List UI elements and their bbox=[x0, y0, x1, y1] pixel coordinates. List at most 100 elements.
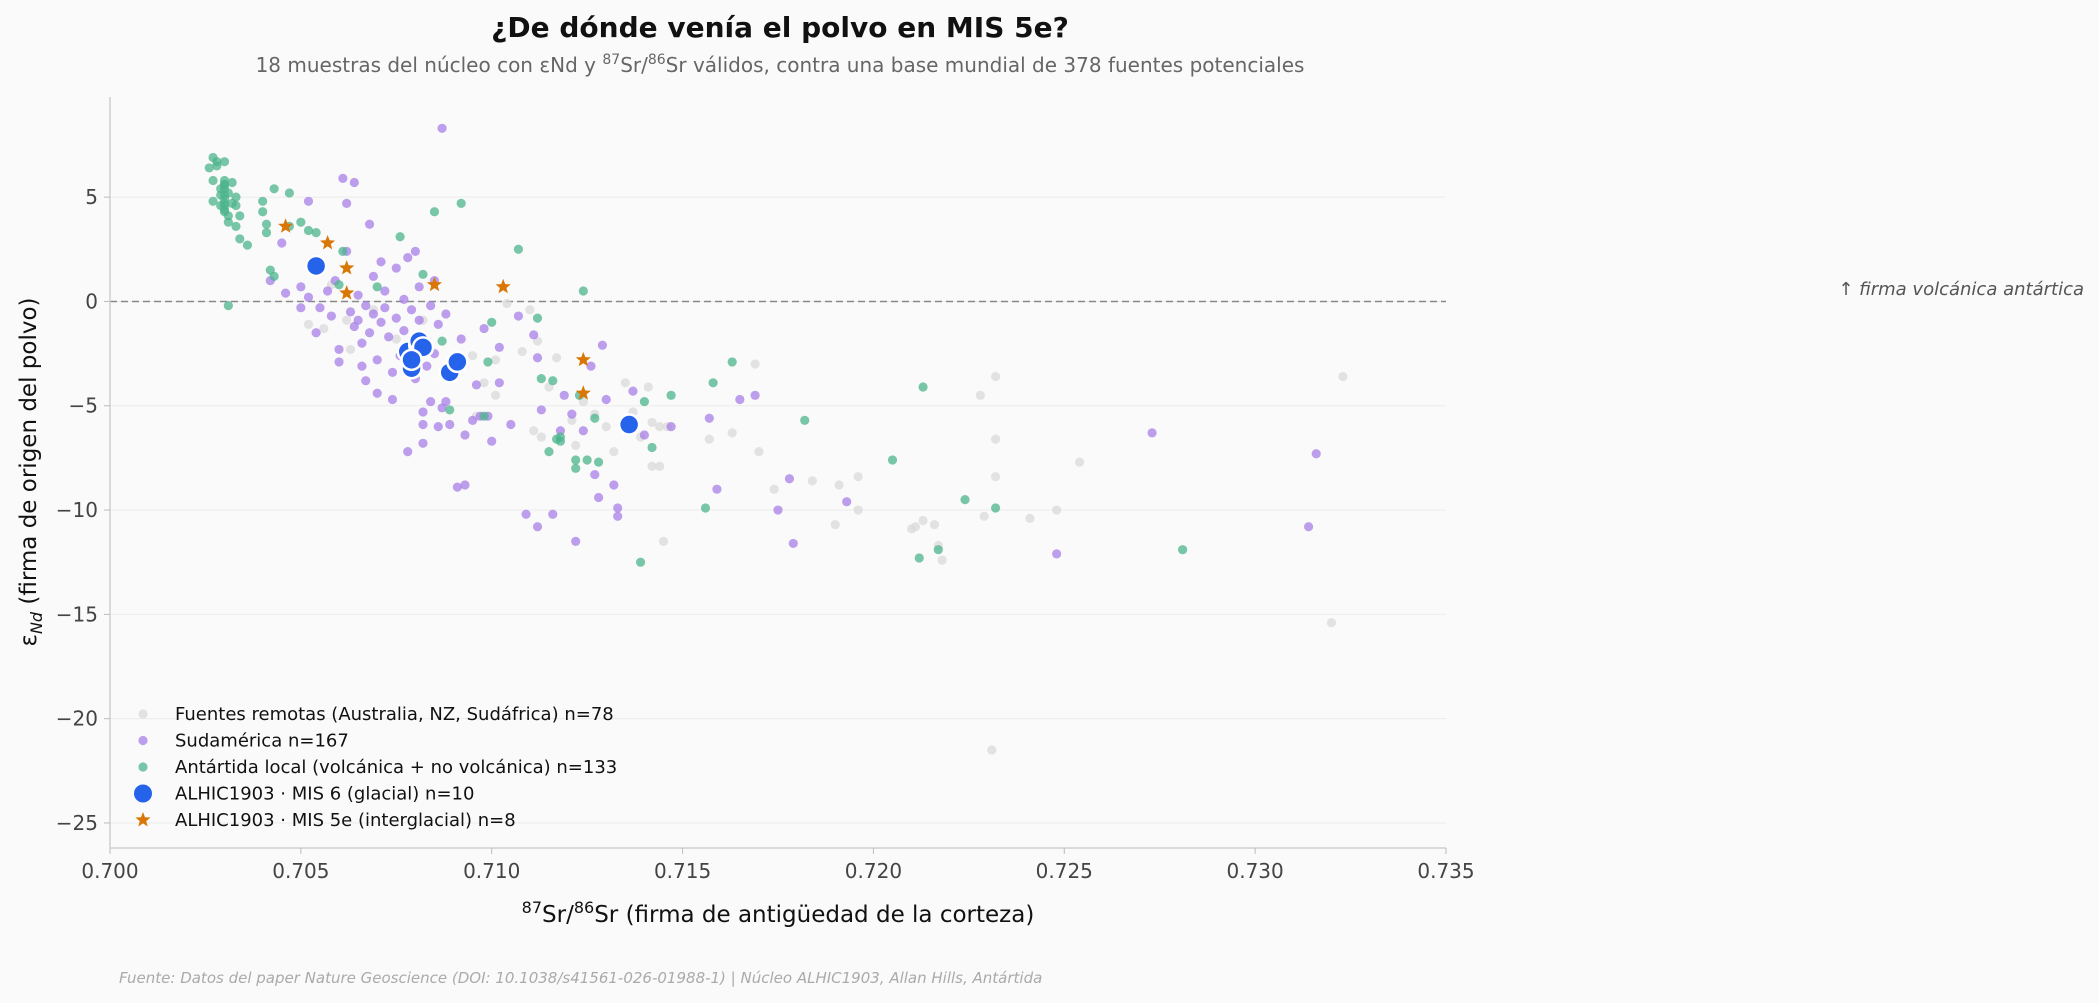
data-point bbox=[552, 353, 562, 363]
data-point bbox=[284, 188, 295, 198]
data-point bbox=[933, 545, 943, 555]
data-point bbox=[517, 346, 527, 357]
x-tick-label: 0.735 bbox=[1417, 859, 1474, 883]
data-point bbox=[433, 319, 443, 329]
data-point bbox=[231, 200, 241, 211]
legend-item: Sudamérica n=167 bbox=[138, 731, 349, 752]
data-point bbox=[834, 480, 844, 490]
data-point bbox=[784, 474, 795, 484]
data-point bbox=[361, 301, 371, 311]
data-point bbox=[445, 419, 455, 430]
data-point bbox=[532, 522, 543, 532]
data-point bbox=[613, 503, 623, 513]
data-point bbox=[727, 428, 737, 438]
data-point bbox=[334, 344, 344, 355]
data-point bbox=[399, 294, 409, 304]
data-point bbox=[345, 344, 356, 355]
data-point bbox=[1303, 522, 1314, 532]
legend-marker bbox=[138, 709, 148, 719]
data-point bbox=[727, 357, 737, 367]
data-point bbox=[754, 447, 764, 457]
data-point bbox=[258, 207, 268, 217]
data-point bbox=[990, 371, 1001, 382]
data-point bbox=[536, 432, 546, 442]
data-point bbox=[261, 227, 272, 238]
data-point bbox=[208, 175, 218, 186]
data-point bbox=[406, 305, 417, 315]
data-point bbox=[853, 472, 863, 482]
data-point bbox=[426, 301, 436, 311]
legend-label: ALHIC1903 · MIS 6 (glacial) n=10 bbox=[175, 784, 474, 805]
data-point bbox=[372, 282, 382, 292]
data-point bbox=[750, 359, 760, 369]
legend-marker bbox=[138, 735, 148, 746]
legend: Fuentes remotas (Australia, NZ, Sudáfric… bbox=[134, 704, 617, 831]
data-point bbox=[342, 315, 352, 325]
data-points bbox=[204, 123, 1348, 755]
data-point bbox=[1338, 371, 1348, 382]
data-point bbox=[479, 323, 489, 334]
y-tick-label: −25 bbox=[56, 811, 98, 835]
data-point bbox=[800, 415, 810, 425]
data-point bbox=[590, 469, 600, 480]
data-point bbox=[575, 385, 591, 400]
data-point bbox=[426, 396, 436, 407]
data-point bbox=[399, 326, 409, 336]
data-point bbox=[536, 405, 546, 415]
data-point bbox=[597, 340, 608, 350]
x-tick-labels: 0.700 0.705 0.710 0.715 0.720 0.725 0.730 0.735 bbox=[81, 848, 1475, 883]
data-point bbox=[830, 520, 840, 530]
data-point bbox=[571, 455, 581, 465]
data-point bbox=[391, 313, 401, 323]
data-point bbox=[990, 503, 1001, 513]
legend-label: ALHIC1903 · MIS 5e (interglacial) n=8 bbox=[175, 810, 516, 831]
data-point bbox=[628, 386, 638, 396]
x-tick-label: 0.730 bbox=[1227, 859, 1284, 883]
axes bbox=[109, 97, 1446, 849]
data-point bbox=[441, 396, 451, 407]
data-point bbox=[555, 432, 566, 442]
data-point bbox=[544, 447, 554, 457]
data-point bbox=[700, 503, 711, 513]
data-point bbox=[349, 177, 359, 188]
data-point bbox=[441, 309, 451, 319]
data-point bbox=[364, 328, 375, 338]
data-point bbox=[429, 207, 440, 217]
data-point bbox=[223, 188, 233, 198]
legend-item: ALHIC1903 · MIS 6 (glacial) n=10 bbox=[134, 784, 474, 805]
data-point bbox=[269, 271, 279, 282]
data-point bbox=[368, 309, 378, 319]
data-point bbox=[1311, 449, 1321, 459]
data-point bbox=[376, 317, 386, 327]
data-point bbox=[242, 240, 253, 250]
data-point bbox=[231, 192, 241, 202]
data-point bbox=[521, 509, 531, 519]
legend-label: Sudamérica n=167 bbox=[175, 731, 349, 752]
data-point bbox=[529, 330, 539, 340]
data-point bbox=[391, 263, 401, 273]
x-tick-label: 0.720 bbox=[845, 859, 902, 883]
data-point bbox=[513, 244, 524, 254]
data-point bbox=[495, 278, 511, 294]
data-point bbox=[1074, 457, 1085, 467]
data-point bbox=[590, 413, 600, 423]
data-point bbox=[334, 357, 344, 367]
data-point bbox=[456, 334, 466, 344]
data-point bbox=[1147, 428, 1157, 438]
data-point bbox=[311, 328, 321, 338]
data-point bbox=[613, 511, 623, 521]
data-point bbox=[525, 305, 535, 315]
source-note: Fuente: Datos del paper Nature Geoscienc… bbox=[119, 969, 1042, 987]
x-tick-label: 0.700 bbox=[81, 859, 138, 883]
data-point bbox=[368, 271, 378, 282]
data-point bbox=[391, 334, 401, 344]
y-tick-label: −20 bbox=[56, 707, 98, 731]
data-point bbox=[494, 378, 504, 388]
data-point bbox=[502, 298, 512, 309]
data-point bbox=[769, 484, 779, 494]
data-point bbox=[1052, 505, 1062, 515]
data-point bbox=[929, 520, 940, 530]
data-point bbox=[339, 260, 355, 275]
data-point bbox=[460, 430, 470, 440]
